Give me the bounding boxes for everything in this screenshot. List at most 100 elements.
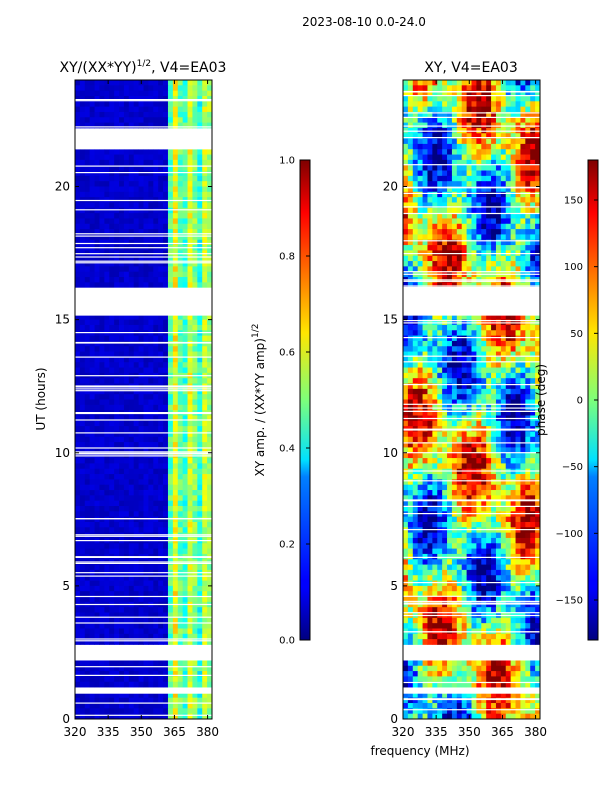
heatmap-cell bbox=[123, 585, 130, 592]
heatmap-cell bbox=[456, 255, 463, 262]
heatmap-cell bbox=[417, 111, 423, 118]
heatmap-cell bbox=[192, 122, 198, 129]
heatmap-cell bbox=[94, 671, 100, 677]
heatmap-cell bbox=[442, 165, 448, 171]
heatmap-cell bbox=[167, 234, 174, 241]
heatmap-cell bbox=[123, 213, 130, 219]
heatmap-cell bbox=[202, 676, 208, 683]
heatmap-cell bbox=[197, 596, 203, 603]
heatmap-cell bbox=[197, 692, 203, 699]
heatmap-cell bbox=[84, 500, 91, 507]
heatmap-cell bbox=[99, 335, 105, 342]
heatmap-cell bbox=[94, 282, 100, 289]
heatmap-cell bbox=[177, 591, 184, 597]
heatmap-cell bbox=[79, 628, 86, 635]
heatmap-cell bbox=[75, 713, 81, 719]
heatmap-cell bbox=[495, 122, 502, 129]
heatmap-cell bbox=[99, 612, 105, 619]
heatmap-cell bbox=[177, 175, 184, 182]
heatmap-cell bbox=[109, 580, 115, 587]
heatmap-cell bbox=[442, 229, 448, 235]
heatmap-cell bbox=[84, 351, 91, 358]
heatmap-cell bbox=[133, 628, 139, 635]
heatmap-cell bbox=[94, 447, 100, 454]
heatmap-cell bbox=[417, 378, 423, 384]
heatmap-cell bbox=[491, 420, 497, 427]
heatmap-cell bbox=[451, 410, 458, 416]
heatmap-cell bbox=[432, 218, 438, 225]
heatmap-cell bbox=[187, 436, 193, 443]
heatmap-cell bbox=[94, 426, 100, 432]
heatmap-cell bbox=[182, 394, 188, 400]
heatmap-cell bbox=[75, 580, 81, 587]
heatmap-cell bbox=[515, 138, 521, 145]
heatmap-cell bbox=[84, 543, 91, 550]
heatmap-cell bbox=[133, 532, 139, 539]
heatmap-cell bbox=[109, 399, 115, 406]
heatmap-cell bbox=[167, 356, 174, 363]
heatmap-cell bbox=[192, 527, 198, 534]
heatmap-cell bbox=[99, 223, 105, 230]
heatmap-cell bbox=[197, 474, 203, 480]
heatmap-cell bbox=[123, 388, 130, 395]
heatmap-cell bbox=[451, 101, 458, 108]
heatmap-cell bbox=[138, 596, 144, 603]
heatmap-cell bbox=[417, 239, 423, 246]
heatmap-cell bbox=[491, 266, 497, 273]
heatmap-cell bbox=[158, 234, 164, 241]
heatmap-cell bbox=[163, 447, 169, 454]
heatmap-cell bbox=[187, 346, 193, 352]
heatmap-cell bbox=[79, 165, 86, 171]
heatmap-cell bbox=[515, 410, 521, 416]
heatmap-cell bbox=[148, 266, 154, 273]
heatmap-cell bbox=[486, 165, 492, 171]
heatmap-cell bbox=[148, 394, 154, 400]
heatmap-cell bbox=[143, 436, 149, 443]
heatmap-cell bbox=[84, 207, 91, 214]
heatmap-cell bbox=[535, 282, 540, 289]
heatmap-cell bbox=[133, 149, 139, 155]
heatmap-cell bbox=[75, 229, 81, 235]
heatmap-cell bbox=[104, 474, 110, 480]
heatmap-cell bbox=[99, 420, 105, 427]
heatmap-cell bbox=[128, 234, 135, 241]
heatmap-cell bbox=[133, 111, 139, 118]
heatmap-cell bbox=[520, 340, 526, 347]
heatmap-cell bbox=[466, 143, 472, 150]
heatmap-cell bbox=[99, 378, 105, 384]
heatmap-cell bbox=[417, 181, 423, 187]
heatmap-cell bbox=[412, 175, 419, 182]
heatmap-cell bbox=[486, 111, 492, 118]
heatmap-cell bbox=[476, 175, 482, 182]
heatmap-cell bbox=[148, 356, 154, 363]
heatmap-cell bbox=[94, 543, 100, 550]
heatmap-cell bbox=[197, 159, 203, 166]
heatmap-cell bbox=[104, 521, 110, 528]
heatmap-cell bbox=[412, 335, 419, 342]
heatmap-cell bbox=[128, 324, 135, 331]
heatmap-cell bbox=[79, 239, 86, 246]
heatmap-cell bbox=[104, 111, 110, 118]
heatmap-cell bbox=[192, 101, 198, 108]
heatmap-cell bbox=[466, 223, 472, 230]
heatmap-cell bbox=[510, 143, 516, 150]
heatmap-cell bbox=[486, 261, 492, 267]
heatmap-cell bbox=[158, 580, 164, 587]
heatmap-cell bbox=[447, 378, 453, 384]
heatmap-cell bbox=[481, 111, 487, 118]
heatmap-cell bbox=[84, 676, 91, 683]
heatmap-cell bbox=[172, 175, 179, 182]
heatmap-cell bbox=[535, 394, 540, 400]
heatmap-cell bbox=[128, 585, 135, 592]
heatmap-cell bbox=[403, 202, 409, 209]
heatmap-cell bbox=[417, 335, 423, 342]
heatmap-cell bbox=[197, 697, 203, 704]
heatmap-cell bbox=[447, 165, 453, 171]
heatmap-cell bbox=[525, 133, 531, 139]
heatmap-cell bbox=[133, 277, 139, 283]
heatmap-cell bbox=[79, 468, 86, 475]
heatmap-cell bbox=[158, 346, 164, 352]
heatmap-cell bbox=[104, 671, 110, 677]
heatmap-cell bbox=[143, 543, 149, 550]
heatmap-cell bbox=[172, 229, 179, 235]
